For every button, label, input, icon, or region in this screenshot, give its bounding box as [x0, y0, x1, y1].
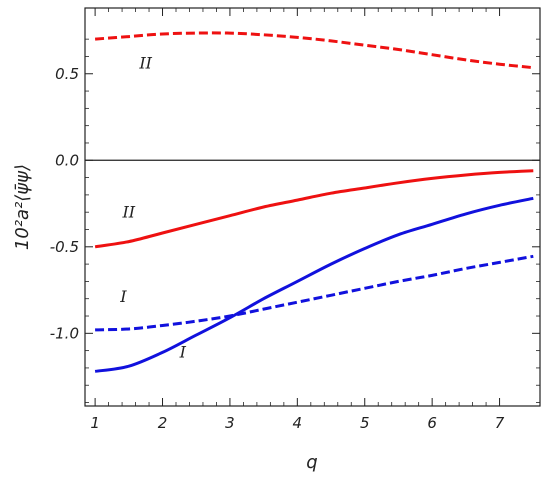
- y-tick-label: -1.0: [50, 324, 79, 342]
- y-tick-label: 0.0: [55, 151, 79, 169]
- y-axis-label: 10²a²⟨ψ̄ψ⟩: [12, 164, 33, 250]
- series-line-3: [95, 254, 534, 332]
- y-axis-ticks: -1.0 -0.5 0.0 0.5: [50, 38, 540, 403]
- x-axis-label: q: [306, 452, 317, 473]
- x-tick-label: 3: [225, 414, 235, 432]
- x-tick-label: 1: [90, 414, 100, 432]
- x-axis-ticks: 1 2 3 4 5 6 7: [90, 8, 505, 432]
- series-line-4: [94, 196, 534, 373]
- curve-annotation-2: II: [121, 202, 135, 221]
- x-tick-label: 6: [427, 414, 437, 432]
- plot-frame: [84, 7, 541, 407]
- curve-annotation-1: II: [138, 54, 152, 73]
- series-line-2: [94, 169, 534, 249]
- x-tick-label: 5: [360, 414, 370, 432]
- curve-annotation-4: I: [179, 343, 187, 362]
- series-line-1: [94, 31, 534, 70]
- series-group: [94, 31, 534, 373]
- curve-annotation-3: I: [119, 287, 127, 306]
- x-tick-label: 4: [293, 414, 303, 432]
- y-tick-label: -0.5: [50, 238, 79, 256]
- x-tick-label: 7: [495, 414, 505, 432]
- x-tick-label: 2: [158, 414, 168, 432]
- y-tick-label: 0.5: [55, 65, 79, 83]
